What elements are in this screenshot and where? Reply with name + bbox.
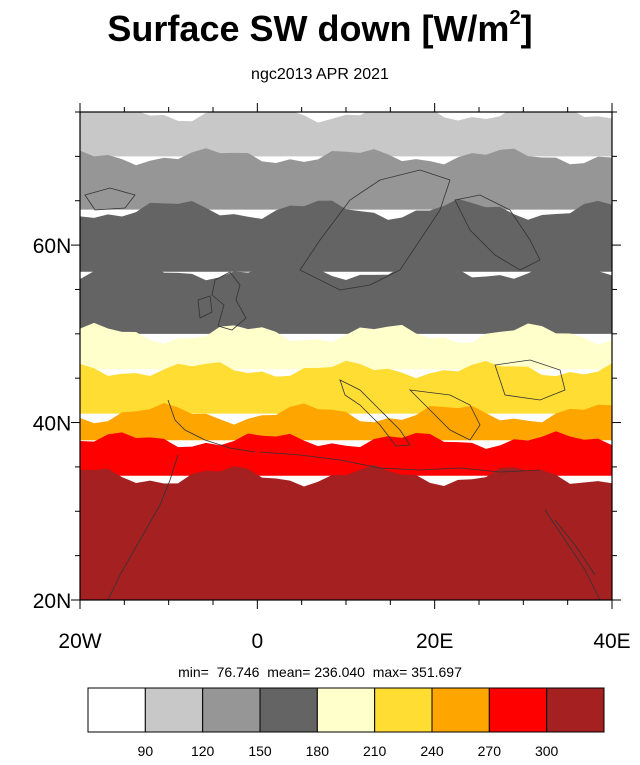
lat-label: 60N bbox=[33, 235, 72, 258]
field-band bbox=[80, 198, 612, 272]
field-band bbox=[80, 360, 612, 414]
field-statistics: min= 76.746 mean= 236.040 max= 351.697 bbox=[0, 664, 640, 680]
stat-mean-value: 236.040 bbox=[314, 664, 365, 680]
colorbar-label: 150 bbox=[248, 743, 272, 759]
stat-min-label: min= bbox=[178, 664, 209, 680]
lon-label: 20W bbox=[58, 630, 101, 653]
colorbar-swatch bbox=[316, 687, 376, 733]
coastlines bbox=[84, 169, 601, 600]
lat-label: 20N bbox=[33, 590, 72, 613]
stat-min-value: 76.746 bbox=[216, 664, 260, 680]
colorbar-swatch bbox=[87, 687, 146, 733]
lon-label: 40E bbox=[593, 630, 630, 653]
colorbar-label: 90 bbox=[138, 743, 154, 759]
colorbar-swatch bbox=[374, 687, 433, 733]
lat-label: 40N bbox=[33, 413, 72, 436]
plot-subtitle: ngc2013 APR 2021 bbox=[251, 66, 389, 83]
colorbar-label: 120 bbox=[191, 743, 215, 759]
colorbar-label: 180 bbox=[306, 743, 330, 759]
colorbar-swatch bbox=[259, 687, 318, 733]
colorbar-swatch bbox=[546, 687, 605, 733]
axis-labels: 20W 0 20E 40E 60N 40N 20N bbox=[33, 235, 631, 653]
field-band bbox=[80, 464, 612, 600]
field-band bbox=[80, 431, 612, 476]
field-band bbox=[80, 402, 612, 441]
title-text: Surface SW down [W/m bbox=[107, 8, 510, 49]
field-band bbox=[80, 112, 612, 157]
colorbar-label: 270 bbox=[478, 743, 502, 759]
stat-mean-label: mean= bbox=[267, 664, 311, 680]
title-superscript: 2 bbox=[509, 7, 521, 29]
colorbar-label: 210 bbox=[363, 743, 387, 759]
colorbar-label: 300 bbox=[535, 743, 559, 759]
colorbar-swatch bbox=[431, 687, 490, 733]
lon-label: 0 bbox=[251, 630, 263, 653]
colorbar: 90 120 150 180 210 240 270 300 bbox=[87, 687, 605, 759]
colorbar-swatch bbox=[488, 687, 548, 733]
axis-ticks bbox=[71, 103, 621, 609]
stat-max-value: 351.697 bbox=[411, 664, 462, 680]
plot-title: Surface SW down [W/m2] bbox=[0, 7, 640, 50]
sw-field bbox=[80, 112, 612, 600]
field-band bbox=[80, 148, 612, 210]
field-band bbox=[80, 322, 612, 370]
title-end: ] bbox=[520, 8, 533, 49]
lon-label: 20E bbox=[416, 630, 453, 653]
stat-max-label: max= bbox=[372, 664, 408, 680]
field-band bbox=[80, 262, 612, 334]
colorbar-swatch bbox=[144, 687, 204, 733]
colorbar-label: 240 bbox=[420, 743, 444, 759]
colorbar-swatch bbox=[202, 687, 261, 733]
